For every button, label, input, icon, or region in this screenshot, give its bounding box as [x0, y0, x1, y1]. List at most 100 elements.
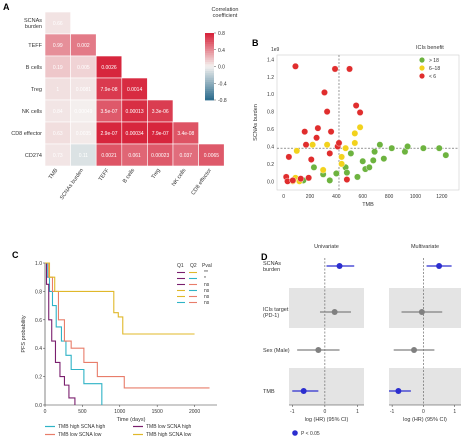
x-tick-label: 600	[359, 194, 368, 200]
colorbar-segment	[205, 41, 214, 45]
colorbar-segment	[205, 66, 214, 70]
x-tick-label: 2000	[189, 409, 200, 415]
comparison-pval: ns	[204, 300, 210, 306]
colorbar-tick-label: -0.8	[218, 98, 227, 104]
heatmap-row-label: Treg	[31, 87, 42, 93]
survival-panel: 0 500 1000 1500 2000 0.0 0.2 0.4 0.6 0.8 1.0 Time (…	[21, 261, 217, 438]
scatter-point	[331, 65, 339, 73]
panel-letter-a: A	[3, 2, 10, 12]
y-tick-label: 1.0	[267, 92, 274, 98]
legend-marker	[419, 65, 425, 71]
x-tick-label: 1000	[114, 409, 125, 415]
colorbar-tick-label: 0.4	[218, 48, 225, 54]
colorbar-segment	[205, 88, 214, 92]
heatmap-col-label: Treg	[151, 168, 162, 181]
colorbar-segment	[205, 53, 214, 56]
forest-estimate	[331, 309, 338, 315]
scatter-point	[302, 141, 310, 149]
y-axis-label: PFS probability	[21, 315, 27, 353]
scatter-point	[343, 169, 351, 176]
scatter-point	[380, 155, 388, 163]
scatter-point	[323, 108, 331, 116]
x-tick-label: 1200	[436, 194, 447, 200]
colorbar-tick-label: -0.4	[218, 81, 227, 87]
scatter-point	[326, 177, 334, 184]
scatter-point	[404, 143, 411, 150]
forest-estimate	[336, 263, 343, 269]
scatter-point	[292, 62, 299, 70]
comparison-pval: ns	[204, 294, 210, 300]
colorbar-segment	[205, 39, 214, 43]
scatter-point	[323, 141, 331, 149]
heatmap-col-label: NK cells	[171, 168, 188, 188]
y-tick-label: 0.2	[35, 375, 42, 381]
scatter-point	[338, 153, 346, 161]
scatter-point	[435, 144, 443, 152]
forest-estimate	[300, 388, 307, 394]
y-tick-label: 1.2	[267, 75, 274, 81]
heatmap-cell-label: 0.11	[79, 153, 89, 159]
scatter-point	[305, 174, 313, 182]
y-tick-label: 0.6	[267, 127, 274, 133]
scatter-point	[356, 123, 364, 131]
scatter-point	[321, 89, 328, 96]
forest-estimate	[315, 347, 322, 353]
forest-panel: SCNAs burden ICIs target (PD-1) Sex (Male) TM…	[263, 244, 461, 437]
panel-letter-d: D	[261, 252, 268, 262]
x-tick-label: 400	[332, 194, 341, 200]
colorbar-segment	[205, 44, 214, 47]
scatter-point	[365, 163, 373, 171]
heatmap-row-label: TEFF	[28, 43, 42, 49]
comparison-pval: ns	[204, 288, 210, 294]
y-multiplier-label: 1e9	[271, 47, 280, 53]
legend-label: 6–18	[429, 66, 440, 72]
scatter-point	[346, 65, 353, 73]
legend-label: TMB low SCNA high	[146, 424, 192, 430]
y-tick-label: 1.4	[267, 57, 274, 63]
x-axis-label: TMB	[362, 202, 374, 208]
forest-estimate	[411, 347, 418, 353]
colorbar-segment	[205, 62, 214, 65]
legend-title: ICIs benefit	[416, 45, 444, 51]
colorbar-segment	[205, 82, 214, 85]
forest-x-tick-label: -1	[390, 409, 395, 415]
forest-x-tick-label: 0	[422, 409, 425, 415]
heatmap-cell-label: 0.037	[180, 153, 193, 159]
colorbar-segment	[205, 59, 214, 63]
forest-band	[389, 368, 461, 405]
legend-marker	[292, 430, 298, 436]
legend-label: TMB low SCNA low	[58, 432, 102, 438]
y-tick-label: 0.8	[267, 110, 274, 116]
heatmap-cell-label: 0.0081	[76, 87, 92, 93]
heatmap-cell-label: 0.00013	[126, 109, 144, 115]
x-tick-label: 200	[306, 194, 315, 200]
legend-marker	[419, 57, 425, 63]
scatter-point	[356, 109, 364, 116]
scatter-point	[313, 134, 320, 142]
heatmap-row-label: SCNAs burden	[24, 18, 42, 30]
scatter-point	[419, 144, 427, 152]
scatter-point	[371, 148, 378, 156]
x-tick-label: 1000	[410, 194, 421, 200]
heatmap-cell-label: 1	[56, 87, 59, 93]
legend-label: < 6	[429, 74, 436, 80]
x-tick-label: 500	[78, 409, 87, 415]
scatter-point	[301, 128, 309, 136]
heatmap-cell-label: 0.0035	[76, 131, 92, 137]
heatmap-cell-label: 0.00023	[151, 153, 169, 159]
colorbar-segment	[205, 55, 214, 58]
legend-label: TMB high SCNA low	[146, 432, 192, 438]
km-curve	[45, 262, 103, 405]
comparison-pval: **	[204, 270, 208, 276]
heatmap-cell-label: 0.99	[53, 43, 63, 49]
colorbar-segment	[205, 57, 214, 61]
scatter-point	[376, 141, 384, 149]
plot-frame	[276, 54, 460, 191]
y-tick-label: 0.4	[267, 144, 274, 150]
forest-estimate	[395, 388, 402, 394]
scatter-point	[388, 144, 396, 152]
km-curve	[45, 262, 76, 405]
colorbar-segment	[205, 33, 214, 36]
forest-estimate	[418, 309, 425, 315]
